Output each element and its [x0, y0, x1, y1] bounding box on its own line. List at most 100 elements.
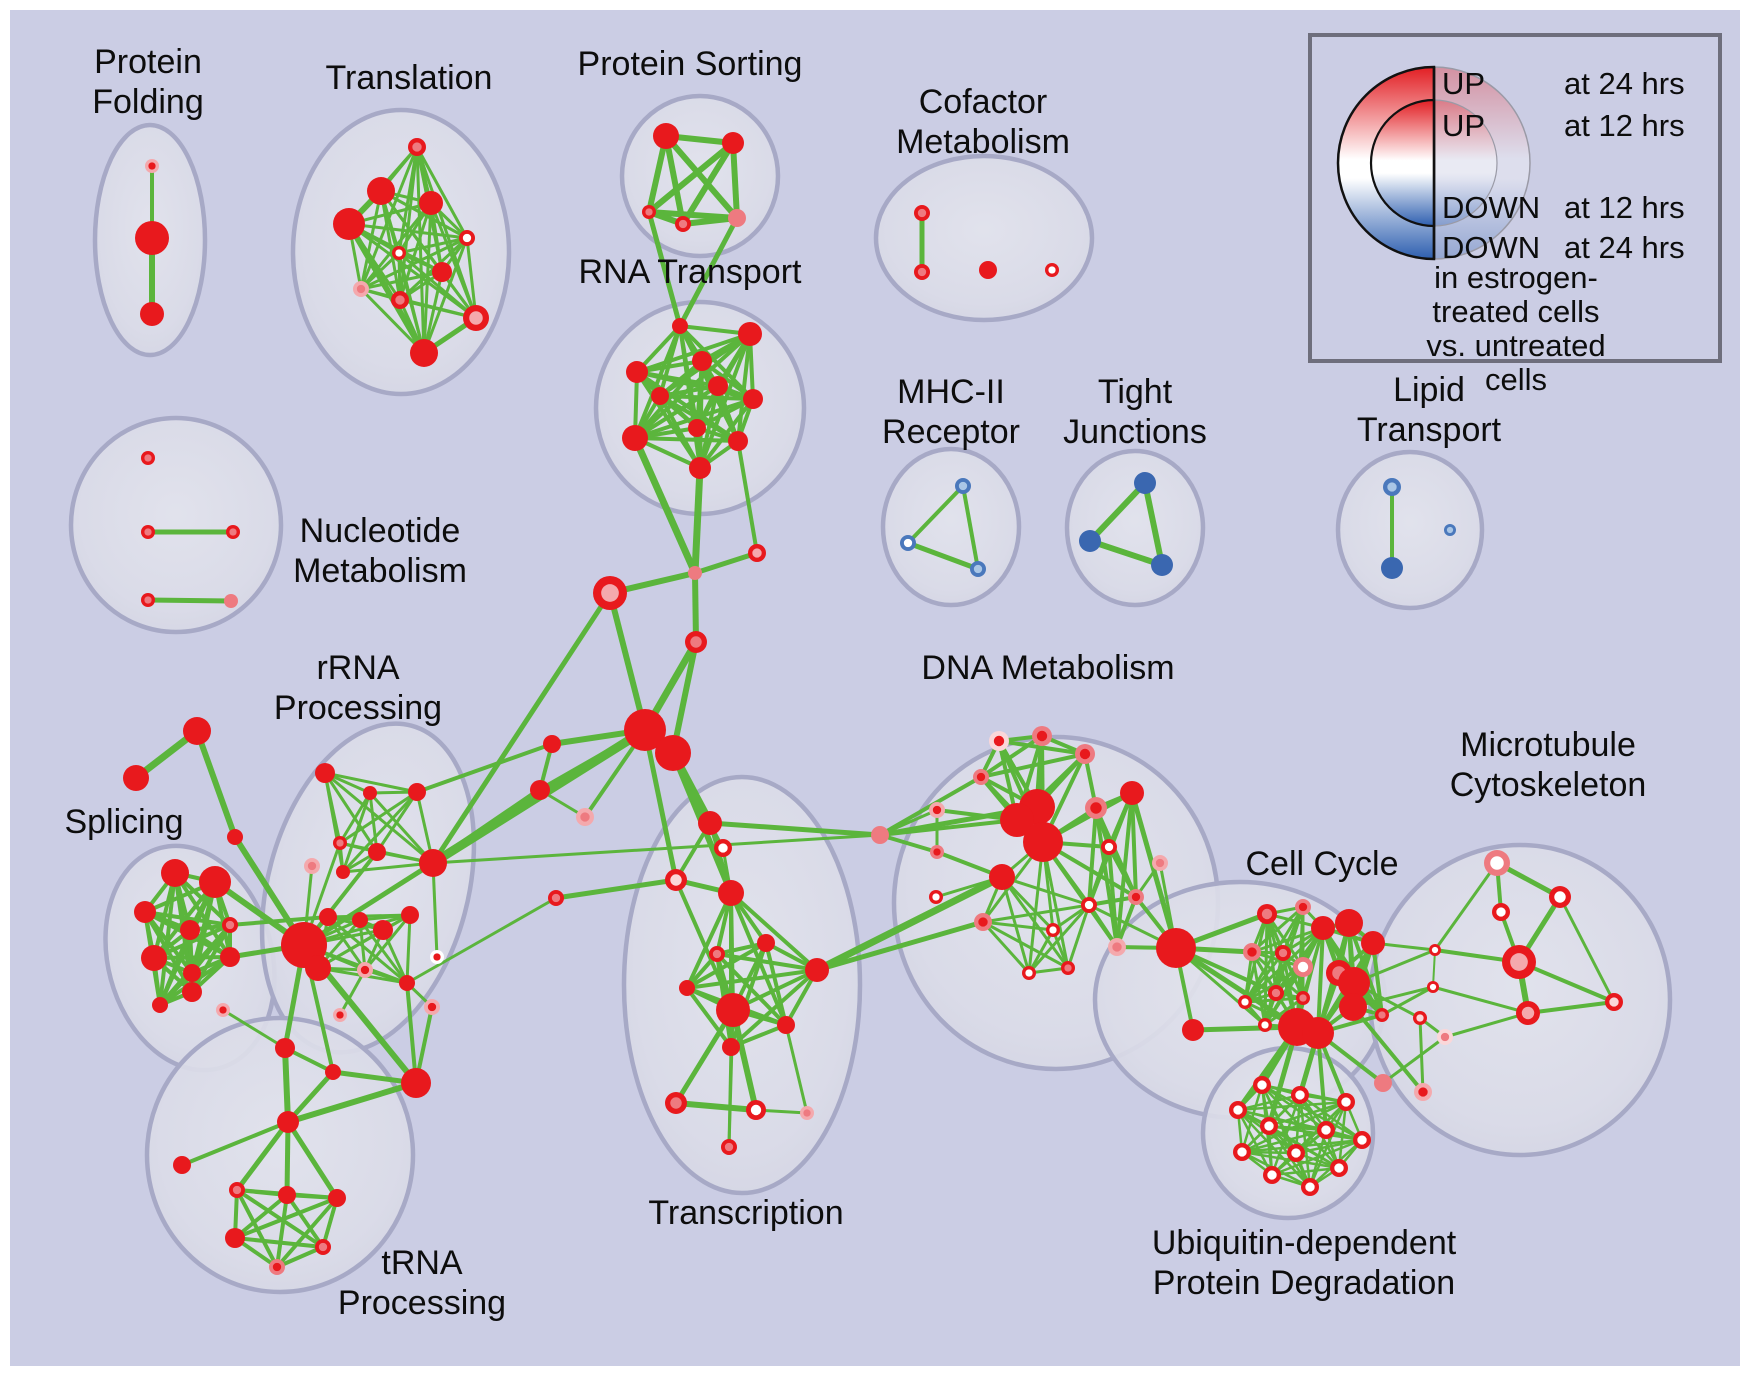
cluster-ellipse-cof	[873, 153, 1095, 323]
network-node-outer	[401, 906, 419, 924]
network-edge	[430, 591, 613, 865]
network-node-inner	[1357, 1135, 1367, 1145]
network-node-outer	[199, 866, 231, 898]
network-node-inner	[1048, 266, 1056, 274]
network-node-outer	[333, 208, 365, 240]
network-edge	[415, 146, 469, 239]
network-node-inner	[678, 219, 688, 229]
network-edge	[339, 790, 418, 845]
network-node-outer	[367, 177, 395, 205]
network-node-outer	[1302, 1017, 1334, 1049]
network-node-outer	[688, 566, 702, 580]
network-node-inner	[469, 311, 483, 325]
network-edge	[636, 332, 751, 374]
network-node-inner	[976, 772, 986, 782]
network-edge	[677, 216, 740, 328]
network-node-outer	[1361, 931, 1385, 955]
network-node-outer	[1339, 993, 1367, 1021]
network-edge	[276, 1245, 324, 1269]
network-node-outer	[401, 1068, 431, 1098]
network-edge	[222, 1008, 286, 1050]
cluster-ellipse-nuc	[68, 415, 284, 635]
network-edge	[729, 891, 819, 972]
network-edge	[1308, 1129, 1328, 1188]
network-node-inner	[1496, 907, 1506, 917]
cluster-ellipse-trna	[144, 1015, 416, 1295]
network-edge	[727, 1046, 733, 1148]
network-edge	[633, 325, 682, 439]
network-edge	[879, 833, 938, 854]
network-node-outer	[1156, 928, 1196, 968]
network-node-outer	[1335, 909, 1363, 937]
network-node-inner	[718, 843, 728, 853]
network-node-outer	[399, 975, 415, 991]
network-node-inner	[427, 1002, 437, 1012]
legend-time-label: at 12 hrs	[1564, 108, 1685, 143]
network-edge	[1142, 482, 1165, 566]
cluster-label-protein-folding: Protein Folding	[92, 43, 204, 121]
network-edge	[233, 1193, 289, 1240]
network-node-inner	[1090, 802, 1102, 814]
network-node-outer	[319, 908, 337, 926]
network-node-inner	[1079, 748, 1091, 760]
network-edge	[1271, 1138, 1363, 1177]
network-edge	[302, 860, 435, 948]
network-edge	[631, 436, 699, 575]
network-edge	[979, 734, 1044, 779]
network-node-outer	[419, 191, 443, 215]
network-node-outer	[123, 765, 149, 791]
network-edge	[287, 1080, 417, 1125]
network-node-inner	[670, 874, 682, 886]
legend-row-up-24: UP at 24 hrs	[1442, 66, 1685, 102]
network-node-inner	[1264, 1121, 1274, 1131]
network-node-outer	[180, 920, 200, 940]
network-node-outer	[1151, 554, 1173, 576]
legend-time-label: at 12 hrs	[1564, 190, 1685, 225]
network-node-inner	[690, 636, 702, 648]
network-node-outer	[738, 322, 762, 346]
cluster-label-splicing: Splicing	[64, 803, 184, 841]
network-edge	[431, 787, 542, 866]
network-edge	[1271, 1166, 1340, 1177]
network-node-inner	[1131, 892, 1141, 902]
network-edge	[285, 1193, 325, 1249]
network-node-inner	[601, 584, 619, 602]
network-node-outer	[152, 997, 168, 1013]
network-node-outer	[655, 735, 691, 771]
network-edge	[432, 833, 881, 865]
network-edge	[338, 792, 372, 844]
network-node-inner	[219, 1006, 227, 1014]
cluster-ellipse-tight	[1064, 448, 1206, 608]
network-edge	[359, 251, 401, 291]
network-node-inner	[360, 965, 370, 975]
network-node-outer	[161, 859, 189, 887]
legend-time-label: at 24 hrs	[1564, 66, 1685, 101]
network-edge	[961, 485, 980, 570]
network-node-inner	[645, 208, 653, 216]
cluster-label-mhc-ii-receptor: MHC-II Receptor	[882, 373, 1020, 451]
network-node-inner	[1298, 902, 1308, 912]
network-node-outer	[432, 262, 452, 282]
network-edge	[696, 397, 754, 430]
network-node-outer	[373, 920, 393, 940]
network-edge	[317, 913, 411, 970]
network-node-outer	[743, 389, 763, 409]
network-edge	[1316, 1032, 1328, 1131]
network-edge	[982, 903, 1090, 924]
network-edge	[1432, 949, 1436, 988]
network-edge	[1264, 996, 1304, 1027]
network-node-inner	[580, 812, 590, 822]
network-edge	[709, 820, 881, 838]
network-edge	[907, 540, 979, 572]
network-edge	[368, 791, 435, 865]
network-node-outer	[224, 594, 238, 608]
network-edge	[1237, 1093, 1301, 1112]
network-node-outer	[182, 982, 202, 1002]
network-node-inner	[973, 564, 983, 574]
network-node-outer	[183, 717, 211, 745]
network-node-inner	[932, 893, 940, 901]
network-node-outer	[716, 993, 750, 1027]
network-node-inner	[1554, 891, 1566, 903]
network-node-outer	[989, 864, 1015, 890]
network-node-outer	[225, 1228, 245, 1248]
